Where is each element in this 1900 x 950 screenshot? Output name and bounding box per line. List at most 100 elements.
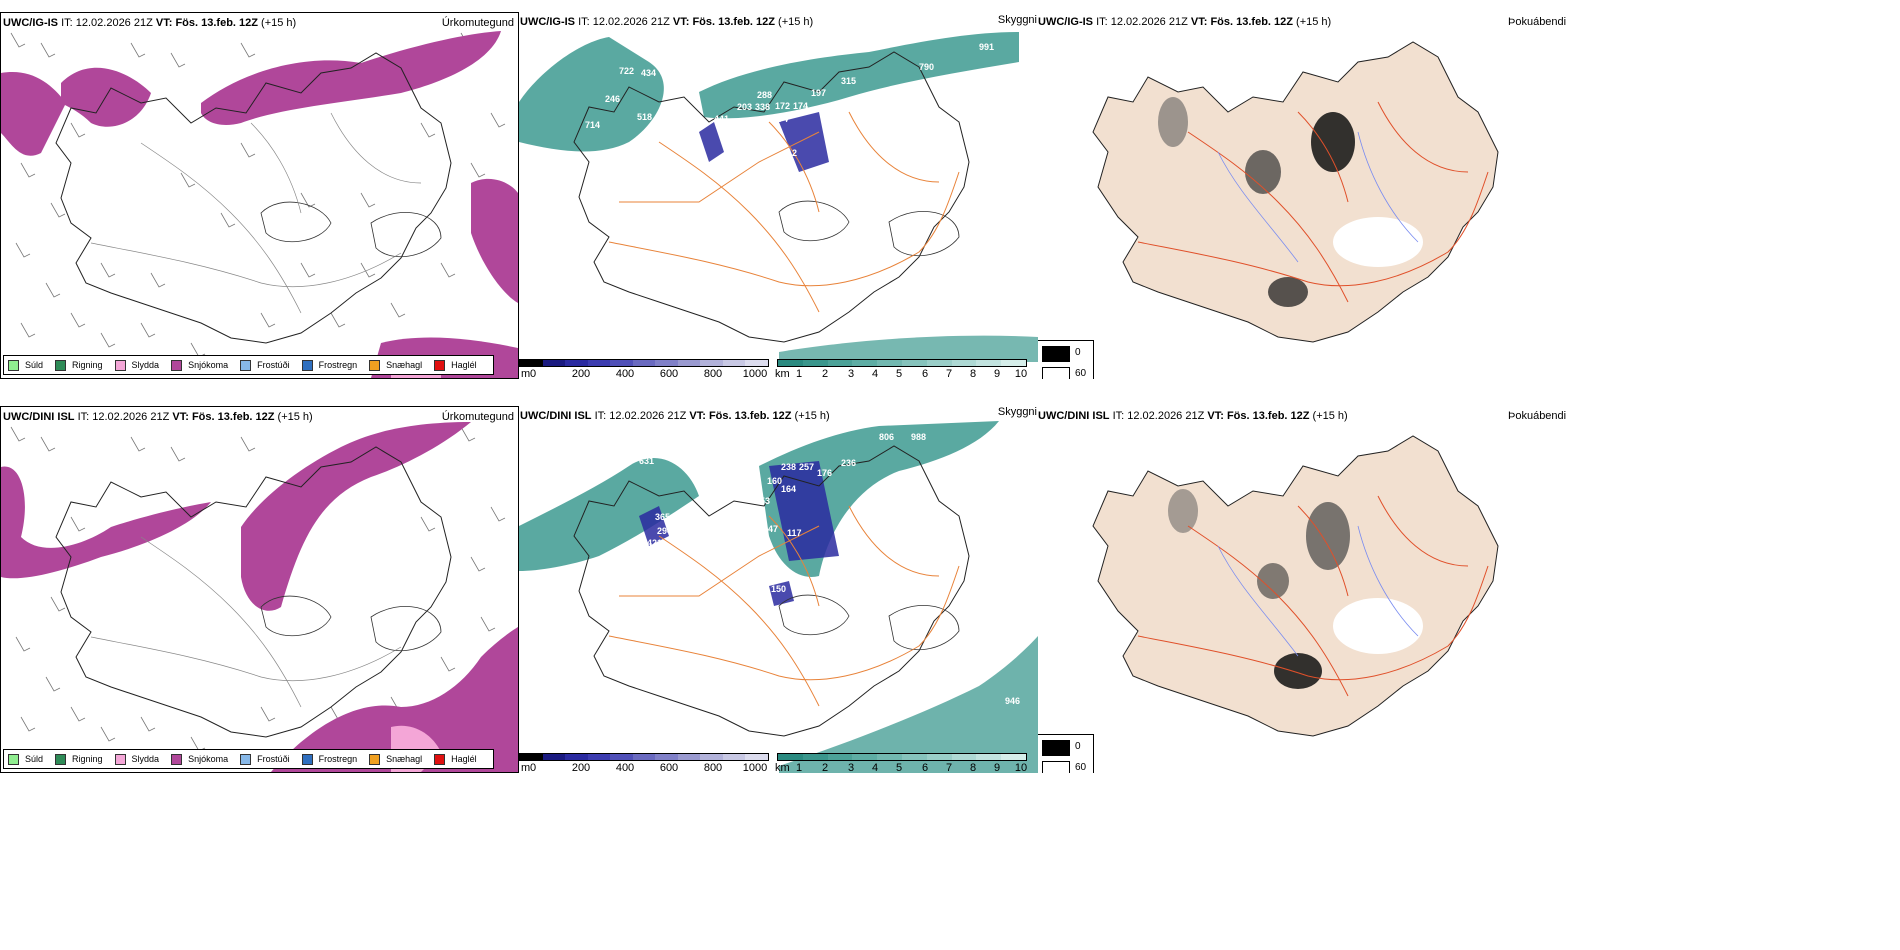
colorbar-tick: 0 — [529, 368, 537, 379]
vt-label: VT: — [155, 17, 173, 29]
colorbar-tick: 5 — [895, 762, 903, 773]
colorbar-cell — [926, 360, 952, 366]
value-label: 174 — [793, 101, 808, 111]
fog-legend: 0 60 — [1038, 340, 1094, 379]
colorbar-km: km 1 2 3 4 5 6 7 8 9 10 — [775, 753, 1028, 773]
legend-swatch — [55, 753, 67, 765]
it-label: IT: — [77, 411, 90, 423]
legend-item: Snæhagl — [369, 359, 422, 371]
value-label: 946 — [1005, 696, 1020, 706]
vt-value: Fös. 13.feb. 12Z — [692, 16, 775, 28]
colorbar-tick: 200 — [571, 368, 591, 379]
value-label: 257 — [799, 462, 814, 472]
colorbar-cell — [655, 360, 678, 366]
forecast-offset: (+15 h) — [794, 410, 830, 422]
value-label: 176 — [817, 468, 832, 478]
iceland-land — [1092, 435, 1499, 737]
colorbar-ticks: km 1 2 3 4 5 6 7 8 9 10 — [775, 367, 1027, 379]
value-label: 988 — [911, 432, 926, 442]
cloud-panel-bottom: 631 806 988 238 257 176 236 160 164 253 … — [519, 406, 1038, 773]
colorbar-tick: 8 — [969, 762, 977, 773]
colorbar-unit: m — [521, 762, 531, 773]
it-value: 12.02.2026 21Z — [1110, 16, 1188, 28]
colorbar-ticks: km 1 2 3 4 5 6 7 8 9 10 — [775, 761, 1028, 773]
glacier-outline — [370, 605, 442, 652]
legend-swatch — [434, 359, 446, 371]
colorbar-cell — [700, 754, 723, 760]
value-label: 274 — [773, 114, 788, 124]
legend-swatch — [114, 753, 126, 765]
snow-area — [471, 178, 518, 303]
value-label: 236 — [841, 458, 856, 468]
it-label: IT: — [61, 17, 73, 29]
colorbar-cell — [722, 360, 746, 366]
colorbar-cell — [976, 754, 1002, 760]
panel-title: Skyggni — [997, 14, 1037, 26]
forecast-offset: (+15 h) — [261, 17, 297, 29]
precip-type-panel-bottom: UWC/DINI ISL IT: 12.02.2026 21Z VT: Fös.… — [0, 406, 519, 773]
fog-dark — [1274, 653, 1322, 689]
colorbar-tick: 5 — [895, 368, 903, 379]
cloud-panel-top: 991 790 722 434 246 714 518 190 441 203 … — [519, 12, 1038, 379]
vt-label: VT: — [672, 16, 690, 28]
panel-title: Úrkomutegund — [441, 411, 514, 423]
panel-header: UWC/IG-IS IT: 12.02.2026 21Z VT: Fös. 13… — [1038, 16, 1331, 28]
colorbar-tick: 10 — [1014, 762, 1028, 773]
legend-swatch — [55, 359, 67, 371]
colorbar-tick: 400 — [615, 762, 635, 773]
colorbar-cell — [632, 360, 656, 366]
colorbar-tick: 7 — [945, 762, 953, 773]
legend-swatch — [114, 359, 126, 371]
legend-item: Snjókoma — [171, 359, 228, 371]
vt-value: Fös. 13.feb. 12Z — [175, 17, 258, 29]
value-label: 434 — [641, 68, 656, 78]
colorbar-tick: 600 — [659, 762, 679, 773]
value-label: 203 — [737, 102, 752, 112]
colorbar-tick: 6 — [921, 762, 929, 773]
legend-swatch — [240, 753, 252, 765]
panel-header: UWC/DINI ISL IT: 12.02.2026 21Z VT: Fös.… — [520, 410, 830, 422]
forecast-offset: (+15 h) — [1296, 16, 1332, 28]
value-label: 365 — [655, 512, 670, 522]
cloud-map-bottom: 631 806 988 238 257 176 236 160 164 253 … — [519, 421, 1038, 773]
value-label: 631 — [639, 456, 654, 466]
colorbar-tick: 800 — [703, 368, 723, 379]
model-name: UWC/IG-IS — [3, 17, 58, 29]
legend-item: Súld — [8, 753, 43, 765]
colorbar-tick: 1000 — [742, 762, 768, 773]
fog-dark — [1168, 489, 1198, 533]
fog-swatch-low — [1042, 761, 1070, 773]
panel-header: UWC/IG-IS IT: 12.02.2026 21Z VT: Fös. 13… — [520, 16, 813, 28]
colorbar-cell — [951, 360, 977, 366]
snow-area — [271, 627, 518, 772]
value-label: 147 — [763, 524, 778, 534]
colorbar-cell — [745, 360, 769, 366]
colorbar-tick: 1000 — [742, 368, 768, 379]
colorbar-tick: 1 — [795, 368, 803, 379]
teal-area — [519, 457, 699, 571]
glacier-outline — [370, 211, 442, 258]
colorbar-tick: 8 — [969, 368, 977, 379]
vt-label: VT: — [689, 410, 706, 422]
blue-area — [639, 461, 839, 606]
colorbar-tick: 200 — [571, 762, 591, 773]
roads — [90, 112, 422, 314]
colorbar-cell — [610, 754, 633, 760]
legend-swatch — [240, 359, 252, 371]
it-label: IT: — [578, 16, 590, 28]
colorbar-unit: m — [521, 368, 531, 379]
colorbar-tick: 600 — [659, 368, 679, 379]
fog-map-bottom — [1092, 435, 1499, 737]
fog-legend-high: 0 — [1075, 347, 1081, 358]
forecast-offset: (+15 h) — [778, 16, 814, 28]
colorbar-cell — [827, 754, 853, 760]
value-label: 150 — [771, 584, 786, 594]
vt-label: VT: — [1190, 16, 1208, 28]
colorbar-tick: 3 — [847, 368, 855, 379]
colorbar-cell — [745, 754, 769, 760]
panel-title: Þokuábendi — [1508, 410, 1567, 422]
rivers — [1217, 525, 1419, 657]
model-name: UWC/DINI ISL — [3, 411, 75, 423]
colorbar-cell — [778, 360, 803, 366]
colorbar-cell — [520, 754, 543, 760]
